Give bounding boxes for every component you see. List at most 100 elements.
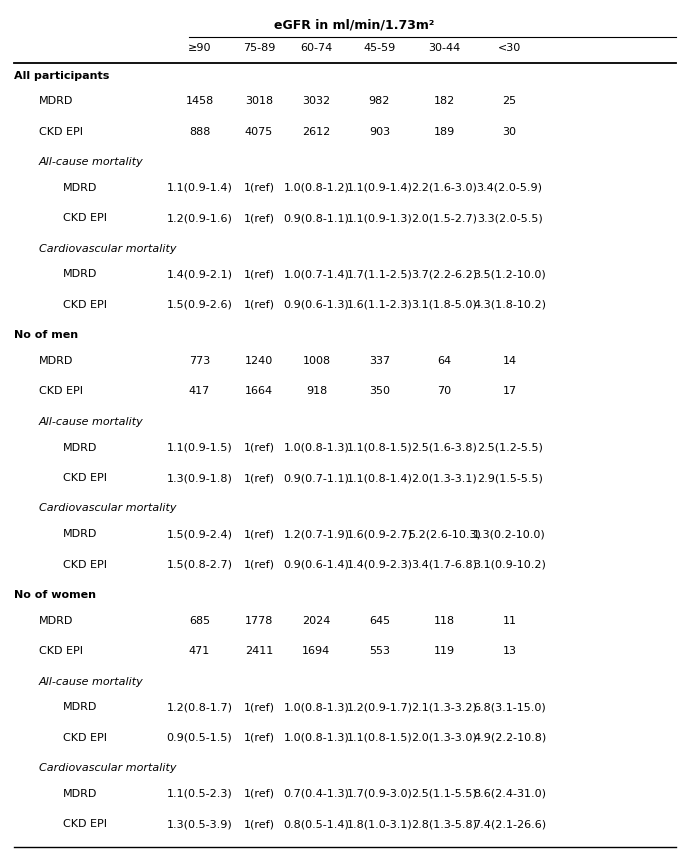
Text: 2.5(1.6-3.8): 2.5(1.6-3.8) bbox=[412, 443, 477, 452]
Text: 1.3(0.9-1.8): 1.3(0.9-1.8) bbox=[167, 473, 232, 483]
Text: 1.6(0.9-2.7): 1.6(0.9-2.7) bbox=[346, 529, 412, 539]
Text: 64: 64 bbox=[438, 356, 452, 366]
Text: 1.3(0.5-3.9): 1.3(0.5-3.9) bbox=[167, 820, 232, 829]
Text: 30-44: 30-44 bbox=[428, 43, 461, 53]
Text: 1.8(1.0-3.1): 1.8(1.0-3.1) bbox=[346, 820, 412, 829]
Text: 1(ref): 1(ref) bbox=[244, 269, 274, 280]
Text: 1.0(0.8-1.3): 1.0(0.8-1.3) bbox=[284, 703, 349, 712]
Text: CKD EPI: CKD EPI bbox=[38, 386, 83, 396]
Text: 0.9(0.5-1.5): 0.9(0.5-1.5) bbox=[167, 733, 232, 743]
Text: 70: 70 bbox=[438, 386, 452, 396]
Text: Cardiovascular mortality: Cardiovascular mortality bbox=[38, 243, 176, 254]
Text: 11: 11 bbox=[503, 616, 517, 626]
Text: MDRD: MDRD bbox=[63, 443, 97, 452]
Text: 0.8(0.5-1.4): 0.8(0.5-1.4) bbox=[284, 820, 349, 829]
Text: 2.2(1.6-3.0): 2.2(1.6-3.0) bbox=[412, 183, 477, 193]
Text: MDRD: MDRD bbox=[38, 356, 73, 366]
Text: 903: 903 bbox=[369, 126, 390, 137]
Text: 3.7(2.2-6.2): 3.7(2.2-6.2) bbox=[412, 269, 477, 280]
Text: CKD EPI: CKD EPI bbox=[63, 473, 107, 483]
Text: 4.3(1.8-10.2): 4.3(1.8-10.2) bbox=[473, 300, 546, 310]
Text: 3018: 3018 bbox=[245, 96, 273, 107]
Text: 1.1(0.5-2.3): 1.1(0.5-2.3) bbox=[167, 789, 232, 799]
Text: 1.0(0.7-1.4): 1.0(0.7-1.4) bbox=[284, 269, 349, 280]
Text: MDRD: MDRD bbox=[63, 269, 97, 280]
Text: 0.9(0.6-1.3): 0.9(0.6-1.3) bbox=[284, 300, 349, 310]
Text: 1.4(0.9-2.3): 1.4(0.9-2.3) bbox=[346, 560, 412, 569]
Text: 182: 182 bbox=[434, 96, 455, 107]
Text: 13: 13 bbox=[503, 646, 517, 656]
Text: 1694: 1694 bbox=[302, 646, 330, 656]
Text: 2612: 2612 bbox=[302, 126, 330, 137]
Text: <30: <30 bbox=[498, 43, 522, 53]
Text: 1.1(0.9-1.4): 1.1(0.9-1.4) bbox=[346, 183, 412, 193]
Text: 30: 30 bbox=[503, 126, 517, 137]
Text: 1.2(0.7-1.9): 1.2(0.7-1.9) bbox=[284, 529, 349, 539]
Text: 0.9(0.6-1.4): 0.9(0.6-1.4) bbox=[284, 560, 349, 569]
Text: 918: 918 bbox=[306, 386, 327, 396]
Text: No of women: No of women bbox=[14, 590, 96, 600]
Text: 1.1(0.8-1.4): 1.1(0.8-1.4) bbox=[346, 473, 412, 483]
Text: 1.3(0.2-10.0): 1.3(0.2-10.0) bbox=[473, 529, 546, 539]
Text: 1.1(0.9-1.3): 1.1(0.9-1.3) bbox=[346, 213, 412, 224]
Text: CKD EPI: CKD EPI bbox=[38, 646, 83, 656]
Text: 7.4(2.1-26.6): 7.4(2.1-26.6) bbox=[473, 820, 546, 829]
Text: 3.1(1.8-5.0): 3.1(1.8-5.0) bbox=[412, 300, 477, 310]
Text: All-cause mortality: All-cause mortality bbox=[38, 417, 144, 427]
Text: 1(ref): 1(ref) bbox=[244, 733, 274, 743]
Text: 982: 982 bbox=[369, 96, 390, 107]
Text: 1.0(0.8-1.3): 1.0(0.8-1.3) bbox=[284, 733, 349, 743]
Text: All-cause mortality: All-cause mortality bbox=[38, 157, 144, 167]
Text: 1008: 1008 bbox=[302, 356, 330, 366]
Text: 1.2(0.8-1.7): 1.2(0.8-1.7) bbox=[167, 703, 232, 712]
Text: All-cause mortality: All-cause mortality bbox=[38, 677, 144, 686]
Text: All participants: All participants bbox=[14, 71, 109, 81]
Text: 1.7(1.1-2.5): 1.7(1.1-2.5) bbox=[346, 269, 412, 280]
Text: 2.1(1.3-3.2): 2.1(1.3-3.2) bbox=[412, 703, 477, 712]
Text: 75-89: 75-89 bbox=[243, 43, 275, 53]
Text: 1(ref): 1(ref) bbox=[244, 529, 274, 539]
Text: 888: 888 bbox=[189, 126, 210, 137]
Text: 2.5(1.2-5.5): 2.5(1.2-5.5) bbox=[477, 443, 542, 452]
Text: 350: 350 bbox=[369, 386, 390, 396]
Text: 773: 773 bbox=[189, 356, 210, 366]
Text: 1(ref): 1(ref) bbox=[244, 183, 274, 193]
Text: 1(ref): 1(ref) bbox=[244, 300, 274, 310]
Text: MDRD: MDRD bbox=[38, 616, 73, 626]
Text: 1.0(0.8-1.3): 1.0(0.8-1.3) bbox=[284, 443, 349, 452]
Text: 60-74: 60-74 bbox=[300, 43, 332, 53]
Text: 553: 553 bbox=[369, 646, 390, 656]
Text: 645: 645 bbox=[369, 616, 390, 626]
Text: 1(ref): 1(ref) bbox=[244, 443, 274, 452]
Text: 1.2(0.9-1.7): 1.2(0.9-1.7) bbox=[346, 703, 412, 712]
Text: 3.4(2.0-5.9): 3.4(2.0-5.9) bbox=[477, 183, 542, 193]
Text: 17: 17 bbox=[503, 386, 517, 396]
Text: 1240: 1240 bbox=[245, 356, 273, 366]
Text: 3.5(1.2-10.0): 3.5(1.2-10.0) bbox=[473, 269, 546, 280]
Text: 337: 337 bbox=[369, 356, 390, 366]
Text: 2.0(1.3-3.1): 2.0(1.3-3.1) bbox=[412, 473, 477, 483]
Text: 1.6(1.1-2.3): 1.6(1.1-2.3) bbox=[346, 300, 412, 310]
Text: 8.6(2.4-31.0): 8.6(2.4-31.0) bbox=[473, 789, 546, 799]
Text: 2.9(1.5-5.5): 2.9(1.5-5.5) bbox=[477, 473, 542, 483]
Text: 4075: 4075 bbox=[245, 126, 273, 137]
Text: 1.1(0.8-1.5): 1.1(0.8-1.5) bbox=[346, 733, 412, 743]
Text: 118: 118 bbox=[434, 616, 455, 626]
Text: 25: 25 bbox=[503, 96, 517, 107]
Text: 3032: 3032 bbox=[302, 96, 330, 107]
Text: 1.7(0.9-3.0): 1.7(0.9-3.0) bbox=[346, 789, 412, 799]
Text: 3.3(2.0-5.5): 3.3(2.0-5.5) bbox=[477, 213, 542, 224]
Text: 1.5(0.9-2.4): 1.5(0.9-2.4) bbox=[167, 529, 232, 539]
Text: MDRD: MDRD bbox=[63, 529, 97, 539]
Text: 1.1(0.9-1.4): 1.1(0.9-1.4) bbox=[167, 183, 232, 193]
Text: 1778: 1778 bbox=[245, 616, 273, 626]
Text: eGFR in ml/min/1.73m²: eGFR in ml/min/1.73m² bbox=[274, 19, 435, 32]
Text: 45-59: 45-59 bbox=[363, 43, 395, 53]
Text: 5.2(2.6-10.3): 5.2(2.6-10.3) bbox=[408, 529, 481, 539]
Text: 2.8(1.3-5.8): 2.8(1.3-5.8) bbox=[412, 820, 477, 829]
Text: Cardiovascular mortality: Cardiovascular mortality bbox=[38, 503, 176, 513]
Text: MDRD: MDRD bbox=[63, 183, 97, 193]
Text: No of men: No of men bbox=[14, 330, 78, 341]
Text: 1(ref): 1(ref) bbox=[244, 820, 274, 829]
Text: CKD EPI: CKD EPI bbox=[63, 820, 107, 829]
